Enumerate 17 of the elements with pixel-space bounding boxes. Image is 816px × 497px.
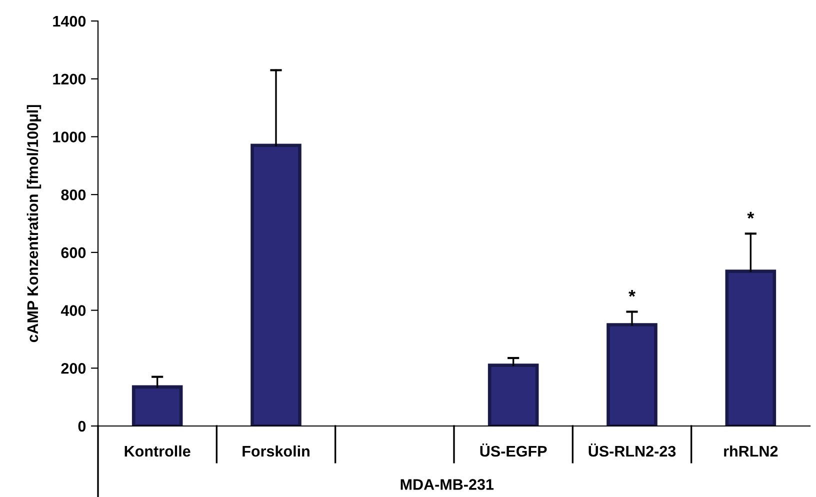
x-tick-label: ÜS-RLN2-23 (588, 443, 676, 457)
x-tick-label: ÜS-EGFP (480, 443, 547, 457)
x-tick-label: Kontrolle (124, 445, 190, 457)
y-tick-label: 1400 (53, 16, 86, 27)
y-tick-label: 1200 (53, 74, 86, 85)
y-tick-label: 1000 (53, 132, 86, 142)
y-axis-title: cAMP Konzentration [fmol/100µl] (26, 105, 42, 342)
data-label: * (628, 290, 636, 297)
data-label: * (747, 212, 754, 219)
y-tick-label: 600 (61, 247, 86, 258)
y-tick-label: 800 (61, 189, 86, 200)
x-axis-title: MDA-MB-231 (400, 479, 494, 490)
y-tick-label: 400 (60, 305, 86, 316)
y-tick-label: 0 (78, 420, 86, 432)
x-tick-label: rhRLN2 (724, 445, 778, 457)
y-tick-label: 200 (61, 363, 86, 374)
x-tick-label: Forskolin (242, 445, 310, 457)
